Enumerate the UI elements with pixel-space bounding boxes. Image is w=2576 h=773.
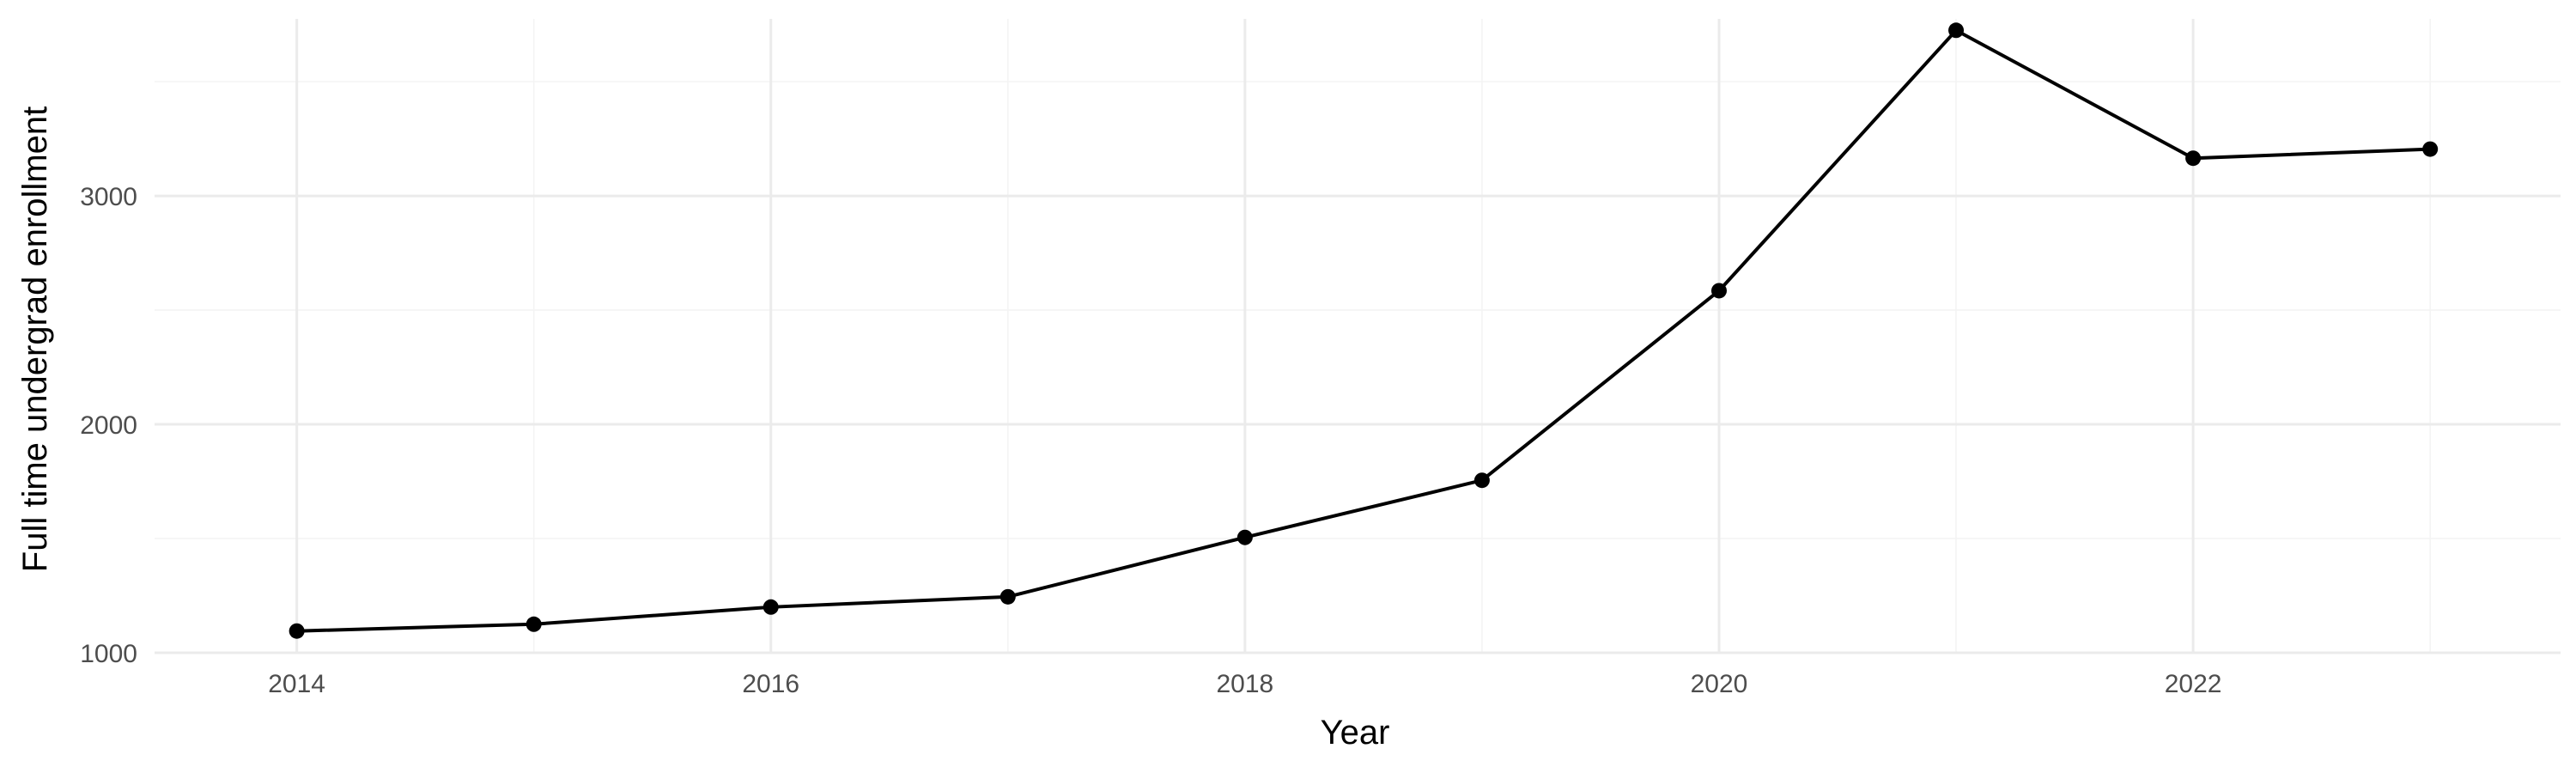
data-point [1236,529,1253,545]
x-tick-label: 2014 [268,670,325,698]
y-axis-title: Full time undergrad enrollment [16,107,54,572]
x-tick-label: 2022 [2165,670,2222,698]
x-axis-title: Year [1321,714,1390,752]
data-point [1948,22,1965,39]
minor-gridlines [155,19,2561,653]
data-point [1710,283,1727,299]
data-point [526,616,542,632]
series-line [296,28,2431,633]
data-point [2422,141,2439,157]
y-tick-label: 3000 [80,183,137,211]
data-point [1473,472,1490,489]
x-axis-ticks: 2014 2016 2018 2020 2022 [268,670,2221,698]
y-tick-label: 2000 [80,411,137,440]
x-tick-label: 2018 [1216,670,1273,698]
x-tick-label: 2020 [1691,670,1748,698]
major-gridlines [155,19,2561,654]
data-point [762,599,779,615]
series-layer [289,22,2439,639]
x-tick-label: 2016 [742,670,799,698]
data-point [999,588,1016,605]
data-point [2185,150,2202,167]
y-axis-ticks: 1000 2000 3000 [80,183,137,668]
y-tick-label: 1000 [80,640,137,668]
data-point [289,623,305,639]
